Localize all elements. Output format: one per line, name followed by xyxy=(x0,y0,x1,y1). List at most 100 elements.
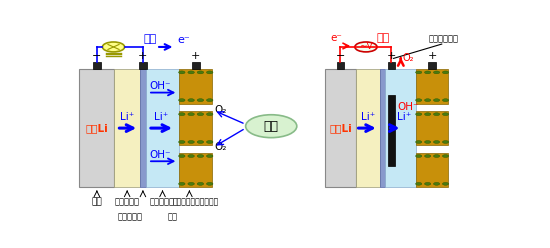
Bar xyxy=(139,62,147,69)
Text: OH⁻: OH⁻ xyxy=(149,81,171,91)
Bar xyxy=(416,153,448,187)
Text: O₂: O₂ xyxy=(214,105,227,115)
Text: OH⁻: OH⁻ xyxy=(397,102,419,112)
Bar xyxy=(93,62,101,69)
Circle shape xyxy=(188,99,194,102)
Circle shape xyxy=(188,141,194,143)
Circle shape xyxy=(442,155,449,157)
Bar xyxy=(380,69,386,187)
Text: 充電: 充電 xyxy=(377,33,390,43)
Circle shape xyxy=(206,113,213,116)
Circle shape xyxy=(433,141,440,143)
Text: 充電専用電極: 充電専用電極 xyxy=(429,34,459,43)
Circle shape xyxy=(433,71,440,74)
Text: 金属Li: 金属Li xyxy=(85,123,108,133)
Circle shape xyxy=(416,113,422,116)
Circle shape xyxy=(206,71,213,74)
Bar xyxy=(179,111,212,146)
Circle shape xyxy=(188,71,194,74)
Circle shape xyxy=(425,183,431,185)
Text: −: − xyxy=(92,51,102,61)
Circle shape xyxy=(206,99,213,102)
Circle shape xyxy=(206,182,213,185)
Bar xyxy=(388,95,395,166)
Circle shape xyxy=(188,182,194,185)
Circle shape xyxy=(179,113,185,116)
Text: e⁻: e⁻ xyxy=(331,33,342,43)
Text: Li⁺: Li⁺ xyxy=(120,112,134,122)
Circle shape xyxy=(197,113,204,116)
Text: +: + xyxy=(387,51,396,61)
Circle shape xyxy=(188,155,194,157)
Bar xyxy=(146,69,179,187)
Bar xyxy=(79,69,114,187)
Circle shape xyxy=(416,71,422,74)
Circle shape xyxy=(442,113,449,116)
Circle shape xyxy=(442,183,449,185)
Circle shape xyxy=(442,99,449,102)
Circle shape xyxy=(206,155,213,157)
Text: Li⁺: Li⁺ xyxy=(361,112,375,122)
Circle shape xyxy=(197,141,204,143)
Bar xyxy=(140,69,146,187)
Text: 負極: 負極 xyxy=(91,198,102,207)
Text: O₂: O₂ xyxy=(403,53,415,63)
Text: 空気: 空気 xyxy=(263,120,279,133)
Text: ~V: ~V xyxy=(359,42,373,51)
Text: Li⁺: Li⁺ xyxy=(397,112,411,122)
Bar xyxy=(337,62,344,69)
Circle shape xyxy=(425,141,431,143)
Text: 空気極（多孔質炭素）: 空気極（多孔質炭素） xyxy=(173,198,219,207)
Circle shape xyxy=(433,113,440,116)
Text: O₂: O₂ xyxy=(214,142,227,152)
Circle shape xyxy=(355,42,377,52)
Bar xyxy=(179,153,212,187)
Bar xyxy=(192,62,200,69)
Circle shape xyxy=(416,99,422,102)
Circle shape xyxy=(102,42,125,52)
Circle shape xyxy=(416,141,422,143)
Text: 固体電解質: 固体電解質 xyxy=(118,212,142,221)
Text: +: + xyxy=(427,51,437,61)
Circle shape xyxy=(179,99,185,102)
Bar xyxy=(388,62,395,69)
Ellipse shape xyxy=(246,115,297,138)
Bar xyxy=(179,69,212,104)
Circle shape xyxy=(197,99,204,102)
Circle shape xyxy=(425,113,431,116)
Circle shape xyxy=(425,155,431,157)
Circle shape xyxy=(433,183,440,185)
Circle shape xyxy=(197,155,204,157)
Circle shape xyxy=(179,141,185,143)
Bar xyxy=(416,69,448,104)
Circle shape xyxy=(442,71,449,74)
Circle shape xyxy=(425,99,431,102)
Text: Li⁺: Li⁺ xyxy=(154,112,168,122)
Text: 放電: 放電 xyxy=(143,34,156,44)
Circle shape xyxy=(197,182,204,185)
Bar xyxy=(356,69,380,187)
Circle shape xyxy=(416,155,422,157)
Bar xyxy=(324,69,356,187)
Text: 有機電解液: 有機電解液 xyxy=(114,198,140,207)
Circle shape xyxy=(179,155,185,157)
Bar xyxy=(428,62,436,69)
Text: −: − xyxy=(336,51,345,61)
Circle shape xyxy=(433,155,440,157)
Circle shape xyxy=(416,183,422,185)
Text: +: + xyxy=(138,51,147,61)
Text: OH⁻: OH⁻ xyxy=(149,150,171,160)
Circle shape xyxy=(179,71,185,74)
Circle shape xyxy=(179,182,185,185)
Text: +: + xyxy=(191,51,200,61)
Circle shape xyxy=(433,99,440,102)
Text: 水性電解液: 水性電解液 xyxy=(150,198,175,207)
Bar xyxy=(114,69,140,187)
Text: 触媒: 触媒 xyxy=(168,212,178,221)
Circle shape xyxy=(442,141,449,143)
Circle shape xyxy=(188,113,194,116)
Circle shape xyxy=(425,71,431,74)
Bar xyxy=(386,69,416,187)
Circle shape xyxy=(206,141,213,143)
Circle shape xyxy=(197,71,204,74)
